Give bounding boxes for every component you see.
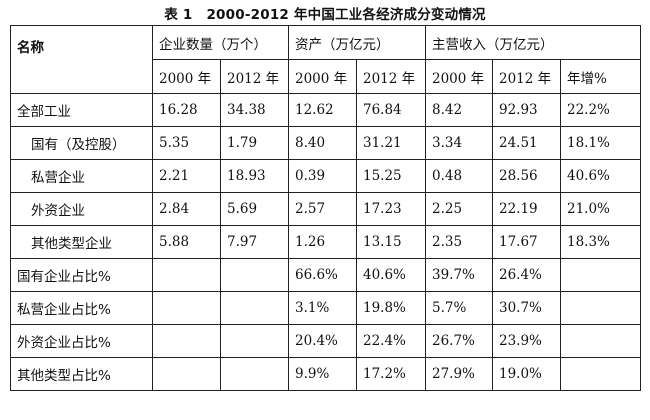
value-cell: 19.8%	[356, 291, 426, 325]
value-cell	[560, 258, 641, 292]
table-row: 私营企业占比% 3.1% 19.8% 5.7% 30.7%	[10, 291, 641, 325]
value-cell	[560, 324, 641, 358]
value-cell: 13.15	[356, 225, 426, 259]
header-name-cell: 名称	[10, 25, 153, 94]
value-cell: 66.6%	[288, 258, 357, 292]
value-cell	[220, 258, 289, 292]
value-cell	[560, 291, 641, 325]
value-cell: 26.4%	[492, 258, 561, 292]
value-cell	[152, 291, 221, 325]
table-row: 外资企业占比% 20.4% 22.4% 26.7% 23.9%	[10, 324, 641, 358]
value-cell: 26.7%	[425, 324, 493, 358]
header-row-years: 2000 年 2012 年 2000 年 2012 年 2000 年 2012 …	[11, 59, 641, 94]
value-cell: 1.79	[220, 126, 289, 160]
table-row: 国有（及控股） 5.35 1.79 8.40 31.21 3.34 24.51 18.1%	[10, 126, 641, 160]
value-cell: 5.35	[152, 126, 221, 160]
value-cell: 92.93	[492, 93, 561, 127]
value-cell: 0.39	[288, 159, 357, 193]
table-row: 其他类型占比% 9.9% 17.2% 27.9% 19.0%	[10, 357, 641, 391]
value-cell: 9.9%	[288, 357, 357, 391]
header-group-enterprises: 企业数量（万个）	[152, 25, 289, 60]
value-cell: 5.69	[220, 192, 289, 226]
header-group-revenue: 主营收入（万亿元）	[425, 25, 641, 60]
value-cell: 5.88	[152, 225, 221, 259]
value-cell: 31.21	[356, 126, 426, 160]
value-cell	[152, 357, 221, 391]
value-cell: 20.4%	[288, 324, 357, 358]
value-cell: 2.57	[288, 192, 357, 226]
value-cell	[220, 357, 289, 391]
subhead-cell: 2000 年	[152, 59, 221, 94]
value-cell: 12.62	[288, 93, 357, 127]
value-cell: 22.19	[492, 192, 561, 226]
subhead-cell: 2000 年	[288, 59, 357, 94]
value-cell: 40.6%	[356, 258, 426, 292]
value-cell: 17.2%	[356, 357, 426, 391]
table-row: 外资企业 2.84 5.69 2.57 17.23 2.25 22.19 21.0%	[10, 192, 641, 226]
value-cell: 22.2%	[560, 93, 641, 127]
table-number: 表 1	[164, 7, 193, 23]
value-cell: 3.34	[425, 126, 493, 160]
row-name-cell: 其他类型占比%	[10, 357, 153, 391]
header-group-assets: 资产（万亿元）	[288, 25, 426, 60]
value-cell: 21.0%	[560, 192, 641, 226]
value-cell: 28.56	[492, 159, 561, 193]
value-cell	[152, 324, 221, 358]
value-cell: 39.7%	[425, 258, 493, 292]
value-cell: 24.51	[492, 126, 561, 160]
value-cell: 18.3%	[560, 225, 641, 259]
value-cell: 17.23	[356, 192, 426, 226]
table-row: 全部工业 16.28 34.38 12.62 76.84 8.42 92.93 22.2%	[10, 93, 641, 127]
table-caption: 表 1 2000-2012 年中国工业各经济成分变动情况	[0, 3, 650, 23]
table-row: 私营企业 2.21 18.93 0.39 15.25 0.48 28.56 40.6%	[10, 159, 641, 193]
value-cell: 8.40	[288, 126, 357, 160]
value-cell: 30.7%	[492, 291, 561, 325]
subhead-cell: 2012 年	[356, 59, 426, 94]
value-cell: 17.67	[492, 225, 561, 259]
subhead-cell: 年增%	[560, 59, 641, 94]
value-cell: 2.84	[152, 192, 221, 226]
value-cell: 19.0%	[492, 357, 561, 391]
header-row-groups: 名称 企业数量（万个） 资产（万亿元） 主营收入（万亿元）	[10, 25, 641, 94]
table-row: 国有企业占比% 66.6% 40.6% 39.7% 26.4%	[10, 258, 641, 292]
value-cell: 2.25	[425, 192, 493, 226]
row-name-cell: 国有企业占比%	[10, 258, 153, 292]
row-name-cell: 国有（及控股）	[10, 126, 153, 160]
value-cell: 2.21	[152, 159, 221, 193]
row-name-cell: 私营企业占比%	[10, 291, 153, 325]
value-cell: 34.38	[220, 93, 289, 127]
table-row: 其他类型企业 5.88 7.97 1.26 13.15 2.35 17.67 18.3%	[10, 225, 641, 259]
value-cell: 8.42	[425, 93, 493, 127]
value-cell: 2.35	[425, 225, 493, 259]
value-cell: 3.1%	[288, 291, 357, 325]
value-cell: 15.25	[356, 159, 426, 193]
table-body: 全部工业 16.28 34.38 12.62 76.84 8.42 92.93 22.2% 国有…	[10, 93, 641, 391]
row-name-cell: 外资企业	[10, 192, 153, 226]
value-cell	[220, 291, 289, 325]
value-cell: 1.26	[288, 225, 357, 259]
value-cell: 18.1%	[560, 126, 641, 160]
value-cell: 27.9%	[425, 357, 493, 391]
value-cell	[560, 357, 641, 391]
value-cell	[220, 324, 289, 358]
row-name-cell: 其他类型企业	[10, 225, 153, 259]
value-cell: 16.28	[152, 93, 221, 127]
table-title: 2000-2012 年中国工业各经济成分变动情况	[206, 7, 486, 23]
subhead-cell: 2000 年	[425, 59, 493, 94]
value-cell: 7.97	[220, 225, 289, 259]
value-cell: 40.6%	[560, 159, 641, 193]
row-name-cell: 私营企业	[10, 159, 153, 193]
value-cell: 22.4%	[356, 324, 426, 358]
row-name-cell: 全部工业	[10, 93, 153, 127]
value-cell: 23.9%	[492, 324, 561, 358]
value-cell	[152, 258, 221, 292]
value-cell: 0.48	[425, 159, 493, 193]
value-cell: 18.93	[220, 159, 289, 193]
value-cell: 76.84	[356, 93, 426, 127]
data-table: 名称 企业数量（万个） 资产（万亿元） 主营收入（万亿元） 2000 年 201…	[10, 25, 641, 391]
subhead-cell: 2012 年	[492, 59, 561, 94]
value-cell: 5.7%	[425, 291, 493, 325]
row-name-cell: 外资企业占比%	[10, 324, 153, 358]
subhead-cell: 2012 年	[220, 59, 289, 94]
